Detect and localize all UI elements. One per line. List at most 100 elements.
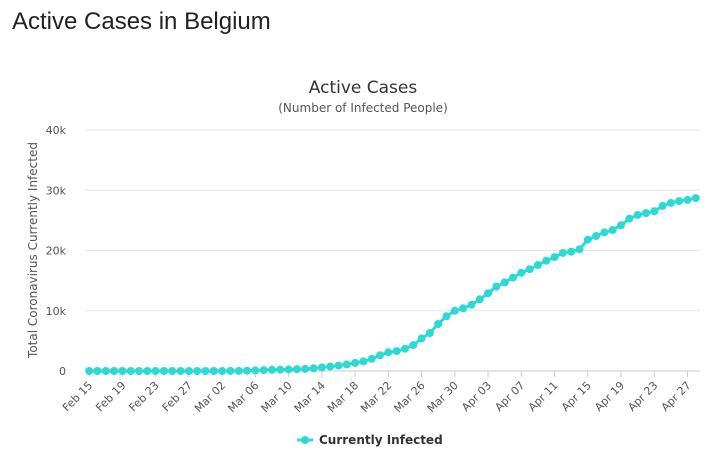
data-point[interactable] — [434, 320, 443, 328]
data-point[interactable] — [376, 351, 384, 360]
data-point[interactable] — [168, 367, 177, 375]
data-point[interactable] — [176, 367, 185, 375]
page-heading: Active Cases in Belgium — [12, 8, 271, 35]
data-point[interactable] — [101, 367, 110, 375]
data-point[interactable] — [226, 366, 235, 375]
data-point[interactable] — [284, 365, 293, 374]
data-point[interactable] — [268, 365, 276, 374]
data-point[interactable] — [500, 278, 509, 287]
data-point[interactable] — [301, 364, 310, 373]
legend-label-currently-infected[interactable]: Currently Infected — [319, 433, 443, 447]
data-point[interactable] — [617, 221, 625, 230]
data-point[interactable] — [135, 367, 143, 375]
data-point[interactable] — [625, 214, 634, 223]
data-point[interactable] — [309, 364, 318, 373]
data-point[interactable] — [608, 226, 617, 234]
x-tick-label: Mar 02 — [192, 379, 228, 415]
data-point[interactable] — [600, 228, 609, 237]
data-point[interactable] — [259, 366, 268, 375]
data-point[interactable] — [642, 209, 650, 218]
x-tick-label: Mar 26 — [391, 379, 427, 415]
data-point[interactable] — [184, 367, 193, 375]
data-point[interactable] — [110, 367, 119, 375]
data-point[interactable] — [691, 194, 700, 203]
data-point[interactable] — [243, 366, 252, 375]
x-tick-label: Apr 03 — [459, 379, 494, 414]
data-point[interactable] — [218, 367, 227, 375]
data-point[interactable] — [658, 201, 667, 210]
data-point[interactable] — [93, 367, 102, 375]
data-point[interactable] — [683, 195, 692, 204]
data-point[interactable] — [326, 362, 335, 371]
y-tick-label: 0 — [59, 365, 66, 378]
data-point[interactable] — [126, 367, 135, 375]
data-point[interactable] — [251, 366, 260, 375]
data-point[interactable] — [467, 300, 476, 309]
data-point[interactable] — [542, 256, 551, 265]
data-point[interactable] — [575, 245, 584, 254]
data-point[interactable] — [475, 295, 484, 304]
y-tick-label: 20k — [46, 245, 67, 258]
data-point[interactable] — [459, 304, 468, 313]
data-point[interactable] — [492, 282, 501, 291]
series-line — [89, 196, 697, 373]
data-point[interactable] — [509, 273, 517, 282]
data-point[interactable] — [650, 207, 659, 216]
data-point[interactable] — [401, 344, 409, 353]
data-point[interactable] — [525, 265, 534, 274]
x-tick-label: Mar 22 — [358, 379, 394, 415]
data-point[interactable] — [143, 367, 152, 375]
data-point[interactable] — [558, 248, 567, 257]
data-point[interactable] — [583, 235, 592, 244]
data-point[interactable] — [342, 360, 351, 369]
y-tick-label: 30k — [46, 184, 67, 197]
data-point[interactable] — [392, 347, 401, 356]
data-point[interactable] — [85, 367, 94, 375]
gridlines — [85, 129, 700, 372]
data-point[interactable] — [193, 367, 202, 375]
data-point[interactable] — [484, 289, 493, 298]
data-point[interactable] — [417, 334, 426, 343]
data-point[interactable] — [450, 306, 459, 315]
data-point[interactable] — [425, 329, 434, 337]
y-axis-ticks: 0 10k 20k 30k 40k — [46, 124, 67, 378]
x-tick-label: Mar 06 — [225, 379, 261, 415]
data-point[interactable] — [592, 232, 601, 240]
x-tick-label: Apr 23 — [625, 379, 660, 414]
data-point[interactable] — [633, 211, 642, 219]
x-tick-label: Feb 23 — [126, 379, 161, 414]
x-tick-label: Apr 15 — [559, 379, 594, 414]
data-point[interactable] — [317, 363, 326, 372]
data-point[interactable] — [359, 357, 368, 366]
data-point[interactable] — [276, 365, 285, 374]
data-point[interactable] — [442, 312, 451, 321]
data-point[interactable] — [334, 361, 343, 370]
data-point[interactable] — [675, 197, 684, 206]
data-point[interactable] — [666, 198, 675, 207]
y-tick-label: 40k — [46, 124, 67, 137]
data-point[interactable] — [351, 358, 360, 367]
y-tick-label: 10k — [46, 305, 67, 318]
data-point[interactable] — [118, 367, 127, 375]
data-point[interactable] — [151, 367, 160, 375]
x-tick-label: Apr 19 — [592, 379, 627, 414]
data-point[interactable] — [234, 366, 243, 375]
data-point[interactable] — [567, 247, 576, 256]
data-point[interactable] — [533, 261, 542, 269]
data-point[interactable] — [367, 354, 376, 363]
x-tick-label: Mar 10 — [258, 379, 294, 415]
data-point[interactable] — [550, 253, 559, 262]
x-tick-label: Apr 27 — [659, 379, 694, 414]
data-point[interactable] — [517, 268, 526, 277]
data-point[interactable] — [201, 367, 210, 375]
data-point[interactable] — [409, 341, 418, 350]
x-tick-label: Feb 19 — [93, 379, 128, 414]
x-tick-label: Mar 14 — [292, 379, 328, 415]
data-point[interactable] — [384, 348, 393, 357]
x-tick-label: Feb 27 — [160, 379, 195, 414]
legend[interactable]: Currently Infected — [297, 433, 443, 447]
data-point[interactable] — [209, 367, 218, 375]
data-point[interactable] — [160, 367, 168, 375]
data-point[interactable] — [292, 365, 301, 374]
